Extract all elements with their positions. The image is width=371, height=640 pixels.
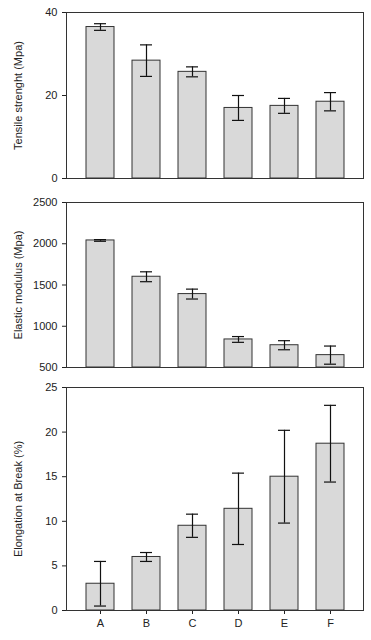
svg-text:5: 5 (51, 559, 57, 571)
svg-text:500: 500 (39, 361, 57, 373)
svg-text:A: A (97, 617, 105, 629)
svg-text:B: B (143, 617, 150, 629)
svg-text:10: 10 (45, 515, 57, 527)
svg-text:2000: 2000 (33, 237, 57, 249)
svg-text:20: 20 (45, 426, 57, 438)
svg-text:Tensile strenght (Mpa): Tensile strenght (Mpa) (12, 41, 24, 150)
svg-text:E: E (281, 617, 288, 629)
svg-text:0: 0 (51, 604, 57, 616)
svg-text:1000: 1000 (33, 320, 57, 332)
svg-text:2500: 2500 (33, 196, 57, 208)
svg-text:F: F (327, 617, 334, 629)
svg-text:1500: 1500 (33, 279, 57, 291)
svg-text:20: 20 (45, 89, 57, 101)
svg-text:25: 25 (45, 381, 57, 393)
svg-text:0: 0 (51, 172, 57, 184)
svg-text:Elongation at Break (%): Elongation at Break (%) (12, 441, 24, 557)
svg-text:C: C (189, 617, 197, 629)
svg-text:Elastic modulus (Mpa): Elastic modulus (Mpa) (12, 231, 24, 340)
svg-text:40: 40 (45, 6, 57, 18)
svg-text:15: 15 (45, 470, 57, 482)
svg-text:D: D (235, 617, 243, 629)
